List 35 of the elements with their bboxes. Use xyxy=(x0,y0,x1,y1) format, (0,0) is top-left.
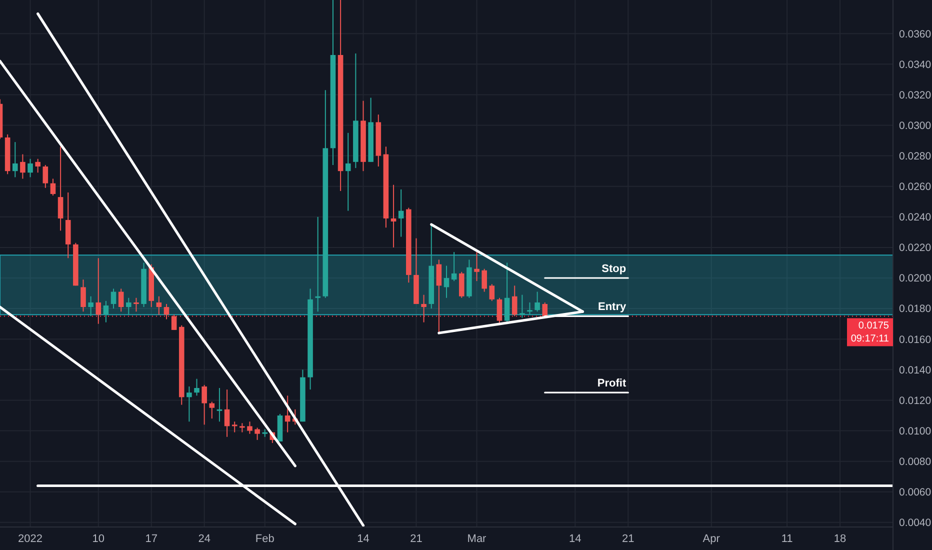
y-tick-label: 0.0080 xyxy=(899,456,932,468)
x-tick-label: 21 xyxy=(410,533,422,545)
y-tick-label: 0.0100 xyxy=(899,425,932,438)
x-tick-label: 21 xyxy=(622,533,634,545)
y-tick-label: 0.0280 xyxy=(899,150,932,162)
x-tick-label: 17 xyxy=(145,533,158,545)
y-tick-label: 0.0160 xyxy=(899,334,932,346)
y-tick-label: 0.0360 xyxy=(899,28,932,40)
series-label: Entry xyxy=(598,301,627,314)
y-tick-label: 0.0300 xyxy=(899,120,932,132)
y-tick-label: 0.0140 xyxy=(899,364,932,376)
x-tick-label: 14 xyxy=(569,533,582,545)
y-tick-label: 0.0240 xyxy=(899,212,932,224)
y-tick-label: 0.0180 xyxy=(899,303,932,316)
y-tick-label: 0.0200 xyxy=(899,272,932,285)
x-tick-label: Feb xyxy=(255,533,274,545)
ref-line-label: 0.0175 xyxy=(858,320,890,332)
x-tick-label: 14 xyxy=(357,533,370,545)
x-tick-label: 24 xyxy=(198,533,210,545)
series-label: Profit xyxy=(597,378,626,390)
annotation: 09:17:11 xyxy=(850,334,890,345)
y-tick-label: 0.0040 xyxy=(899,517,932,530)
series-label: Stop xyxy=(602,263,626,276)
y-tick-label: 0.0340 xyxy=(899,58,932,71)
x-tick-label: Apr xyxy=(702,533,720,545)
y-tick-label: 0.0320 xyxy=(899,89,932,102)
x-tick-label: 11 xyxy=(781,533,793,545)
y-tick-label: 0.0220 xyxy=(899,242,932,254)
x-tick-label: 2022 xyxy=(18,533,43,545)
x-tick-label: 10 xyxy=(92,533,105,545)
y-tick-label: 0.0260 xyxy=(899,181,932,194)
x-tick-label: Mar xyxy=(467,533,487,545)
y-tick-label: 0.0060 xyxy=(899,486,932,499)
x-tick-label: 18 xyxy=(834,533,846,545)
y-tick-label: 0.0120 xyxy=(899,394,932,407)
